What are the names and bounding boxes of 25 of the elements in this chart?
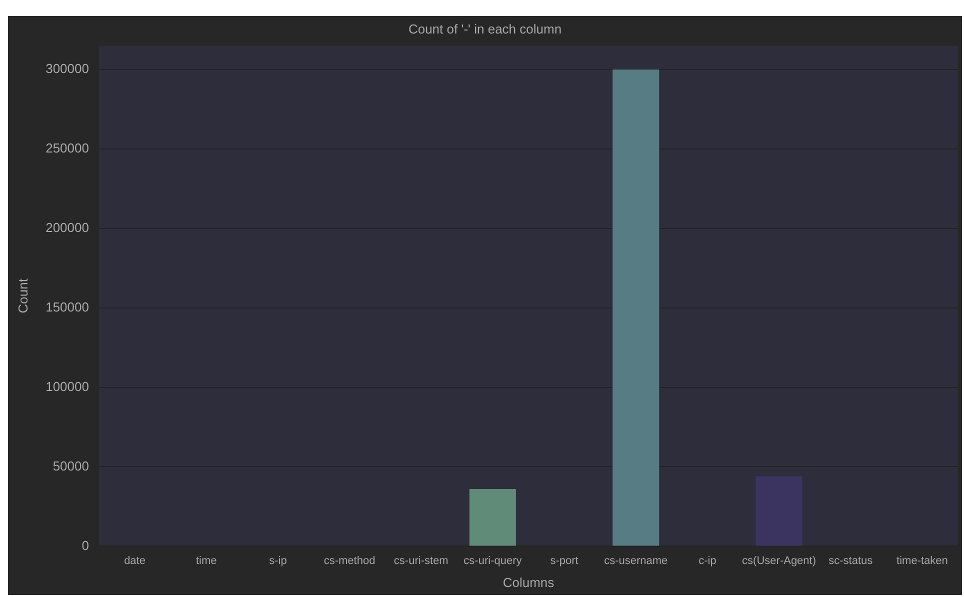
x-tick-label: s-ip bbox=[269, 554, 287, 567]
y-tick-label: 0 bbox=[82, 538, 89, 553]
y-axis-title: Count bbox=[15, 278, 30, 314]
x-tick-label: s-port bbox=[550, 554, 578, 567]
bar bbox=[612, 69, 660, 546]
y-tick-label: 250000 bbox=[46, 140, 89, 156]
y-tick-label: 50000 bbox=[52, 458, 89, 474]
x-tick-label: cs-uri-query bbox=[464, 554, 522, 567]
bar bbox=[756, 476, 802, 546]
x-tick-label: cs-uri-stem bbox=[394, 554, 448, 567]
y-tick-label: 100000 bbox=[46, 378, 89, 394]
y-tick-label: 300000 bbox=[46, 61, 89, 76]
x-tick-label: sc-status bbox=[828, 554, 874, 567]
y-tick-label: 150000 bbox=[46, 299, 89, 314]
y-tick-label: 200000 bbox=[46, 220, 89, 235]
x-tick-label: c-ip bbox=[698, 554, 716, 567]
x-tick-label: cs-username bbox=[604, 554, 668, 567]
x-tick-label: cs(User-Agent) bbox=[742, 554, 816, 567]
x-tick-label: time-taken bbox=[896, 554, 948, 567]
x-axis-title: Columns bbox=[502, 574, 555, 590]
x-tick-label: cs-method bbox=[324, 554, 376, 567]
x-tick-label: date bbox=[124, 554, 146, 567]
bar bbox=[469, 488, 516, 546]
chart-title: Count of '-' in each column bbox=[408, 21, 562, 36]
x-tick-label: time bbox=[196, 554, 217, 567]
